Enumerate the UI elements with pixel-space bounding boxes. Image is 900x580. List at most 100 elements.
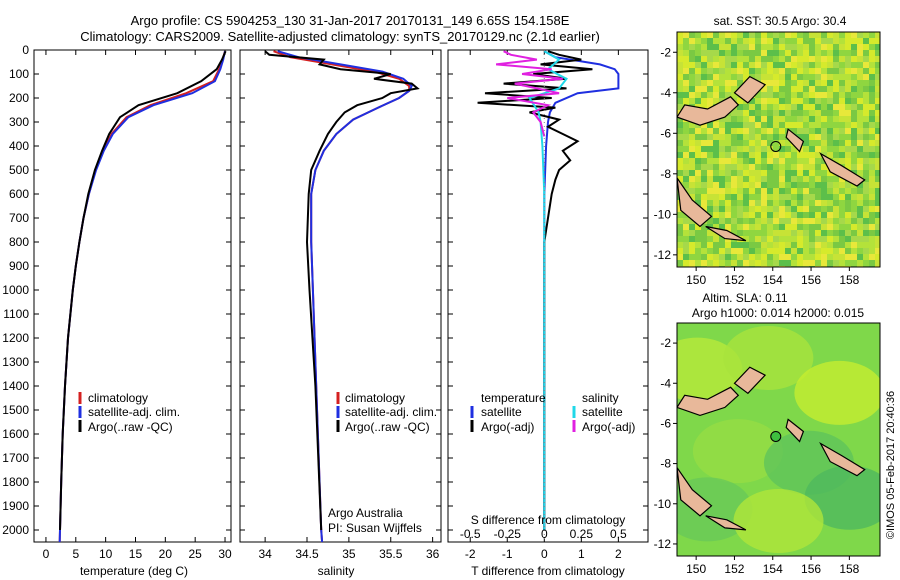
difference-xtick-label: 0: [541, 547, 548, 561]
land-mass: [677, 96, 740, 126]
depth-tick-label: 300: [9, 115, 29, 129]
sla-lat-label: -2: [660, 336, 671, 350]
sst-map: 150 152 154 156 158 -2 -4 -6 -8 -10 -12: [654, 31, 881, 287]
legend-label-climatology: climatology: [345, 391, 405, 405]
difference-xtick-label: -2: [465, 547, 476, 561]
legend-title-temperature: temperature: [481, 391, 546, 405]
land-mass: [705, 515, 747, 531]
salinity-xtick-label: 34.5: [295, 547, 319, 561]
sla-map-frame: [676, 322, 881, 557]
temperature-legend: climatology satellite-adj. clim. Argo(..…: [78, 391, 180, 434]
sla-lon-label: 158: [839, 562, 859, 576]
salinity-xtick-label: 35.5: [379, 547, 403, 561]
salinity-series-argo-raw-qc-: [264, 50, 420, 531]
depth-tick-label: 1400: [2, 379, 29, 393]
salinity-diff-tick-label: 0.5: [610, 527, 627, 541]
difference-legend: temperature satellite Argo(-adj) salinit…: [470, 391, 635, 434]
temperature-panel: [33, 49, 232, 543]
sst-lon-label: 156: [801, 273, 821, 287]
depth-tick-label: 1200: [2, 331, 29, 345]
legend-label-satellite: satellite-adj. clim.: [345, 405, 437, 419]
difference-plot: -2 -1 0 1 2 -0.5 -0.25 0 0.25 0.5: [448, 49, 648, 561]
sst-lon-label: 150: [686, 273, 706, 287]
sst-field: [677, 32, 880, 267]
legend-label-argo: Argo(..raw -QC): [345, 420, 430, 434]
sst-map-frame: [676, 31, 881, 268]
legend-title-salinity: salinity: [582, 391, 619, 405]
depth-tick-label: 700: [9, 211, 29, 225]
salinity-diff-tick-label: -0.5: [460, 527, 481, 541]
depth-tick-label: 400: [9, 139, 29, 153]
sst-lon-label: 158: [839, 273, 859, 287]
sst-lat-label: -4: [660, 86, 671, 100]
sst-map-title: sat. SST: 30.5 Argo: 30.4: [714, 14, 847, 28]
land-mass: [677, 467, 713, 517]
land-mass: [733, 75, 767, 104]
sla-lon-label: 156: [801, 562, 821, 576]
salinity-xtick-label: 35: [342, 547, 356, 561]
credit-line-1: Argo Australia: [328, 506, 403, 520]
salinity-xtick-label: 34: [258, 547, 272, 561]
sla-lon-label: 150: [686, 562, 706, 576]
salinity-panel: [239, 49, 442, 543]
sla-lat-label: -10: [654, 497, 672, 511]
land-mass: [677, 177, 713, 228]
land-mass: [677, 386, 740, 417]
sst-lat-label: -8: [660, 167, 671, 181]
difference-xtick-label: -1: [502, 547, 513, 561]
depth-tick-label: 900: [9, 259, 29, 273]
temperature-xlabel: temperature (deg C): [80, 564, 188, 578]
sst-lon-label: 154: [763, 273, 783, 287]
sla-map: 150 152 154 156 158 -2 -4 -6 -8 -10 -12: [654, 322, 881, 576]
salinity-diff-tick-label: 0: [541, 527, 548, 541]
salinity-plot: 34 34.5 35 35.5 36: [240, 49, 441, 561]
depth-tick-label: 0: [22, 43, 29, 57]
argo-location-marker: [770, 430, 782, 442]
salinity-xtick-label: 36: [426, 547, 440, 561]
temperature-xtick-label: 5: [72, 547, 79, 561]
sla-lat-label: -4: [660, 376, 671, 390]
legend-label-t-argo: Argo(-adj): [481, 420, 534, 434]
difference-xtick-label: 1: [578, 547, 585, 561]
depth-tick-label: 1600: [2, 427, 29, 441]
land-mass: [819, 152, 866, 187]
depth-tick-label: 1300: [2, 355, 29, 369]
difference-series-argo-adj-s: [495, 50, 563, 137]
sla-lat-label: -6: [660, 416, 671, 430]
legend-label-climatology: climatology: [88, 391, 148, 405]
sst-lat-label: -12: [654, 248, 672, 262]
imos-stamp: ©IMOS 05-Feb-2017 20:40:36: [885, 391, 897, 539]
depth-tick-label: 2000: [2, 523, 29, 537]
temperature-xtick-label: 0: [43, 547, 50, 561]
difference-series-satellite: [543, 50, 620, 530]
salinity-legend: climatology satellite-adj. clim. Argo(..…: [328, 391, 437, 535]
depth-tick-label: 500: [9, 163, 29, 177]
credit-line-2: PI: Susan Wijffels: [328, 521, 422, 535]
temperature-xtick-label: 25: [189, 547, 203, 561]
sst-lat-label: -10: [654, 207, 672, 221]
depth-tick-label: 1500: [2, 403, 29, 417]
sla-map-title-2: Argo h1000: 0.014 h2000: 0.015: [692, 306, 864, 320]
sla-lat-label: -8: [660, 457, 671, 471]
temperature-xtick-label: 30: [218, 547, 232, 561]
legend-label-t-satellite: satellite: [481, 405, 522, 419]
depth-tick-label: 800: [9, 235, 29, 249]
sla-map-title-1: Altim. SLA: 0.11: [702, 291, 787, 305]
land-mass: [785, 128, 805, 153]
legend-label-satellite: satellite-adj. clim.: [88, 405, 180, 419]
header-line-2: Climatology: CARS2009. Satellite-adjuste…: [80, 29, 600, 44]
temperature-series-argo-raw-qc-: [59, 50, 227, 531]
difference-xlabel: T difference from climatology: [471, 564, 625, 578]
difference-xtick-label: 2: [615, 547, 622, 561]
legend-label-s-satellite: satellite: [582, 405, 623, 419]
depth-tick-label: 100: [9, 67, 29, 81]
sla-lat-label: -12: [654, 537, 672, 551]
temperature-plot: 0 5 10 15 20 25 300100200300400500600700800900…: [2, 43, 232, 561]
depth-tick-label: 1900: [2, 499, 29, 513]
legend-label-s-argo: Argo(-adj): [582, 420, 635, 434]
depth-tick-label: 1000: [2, 283, 29, 297]
argo-location-marker: [770, 140, 782, 152]
depth-tick-label: 1700: [2, 451, 29, 465]
temperature-xtick-label: 20: [159, 547, 173, 561]
